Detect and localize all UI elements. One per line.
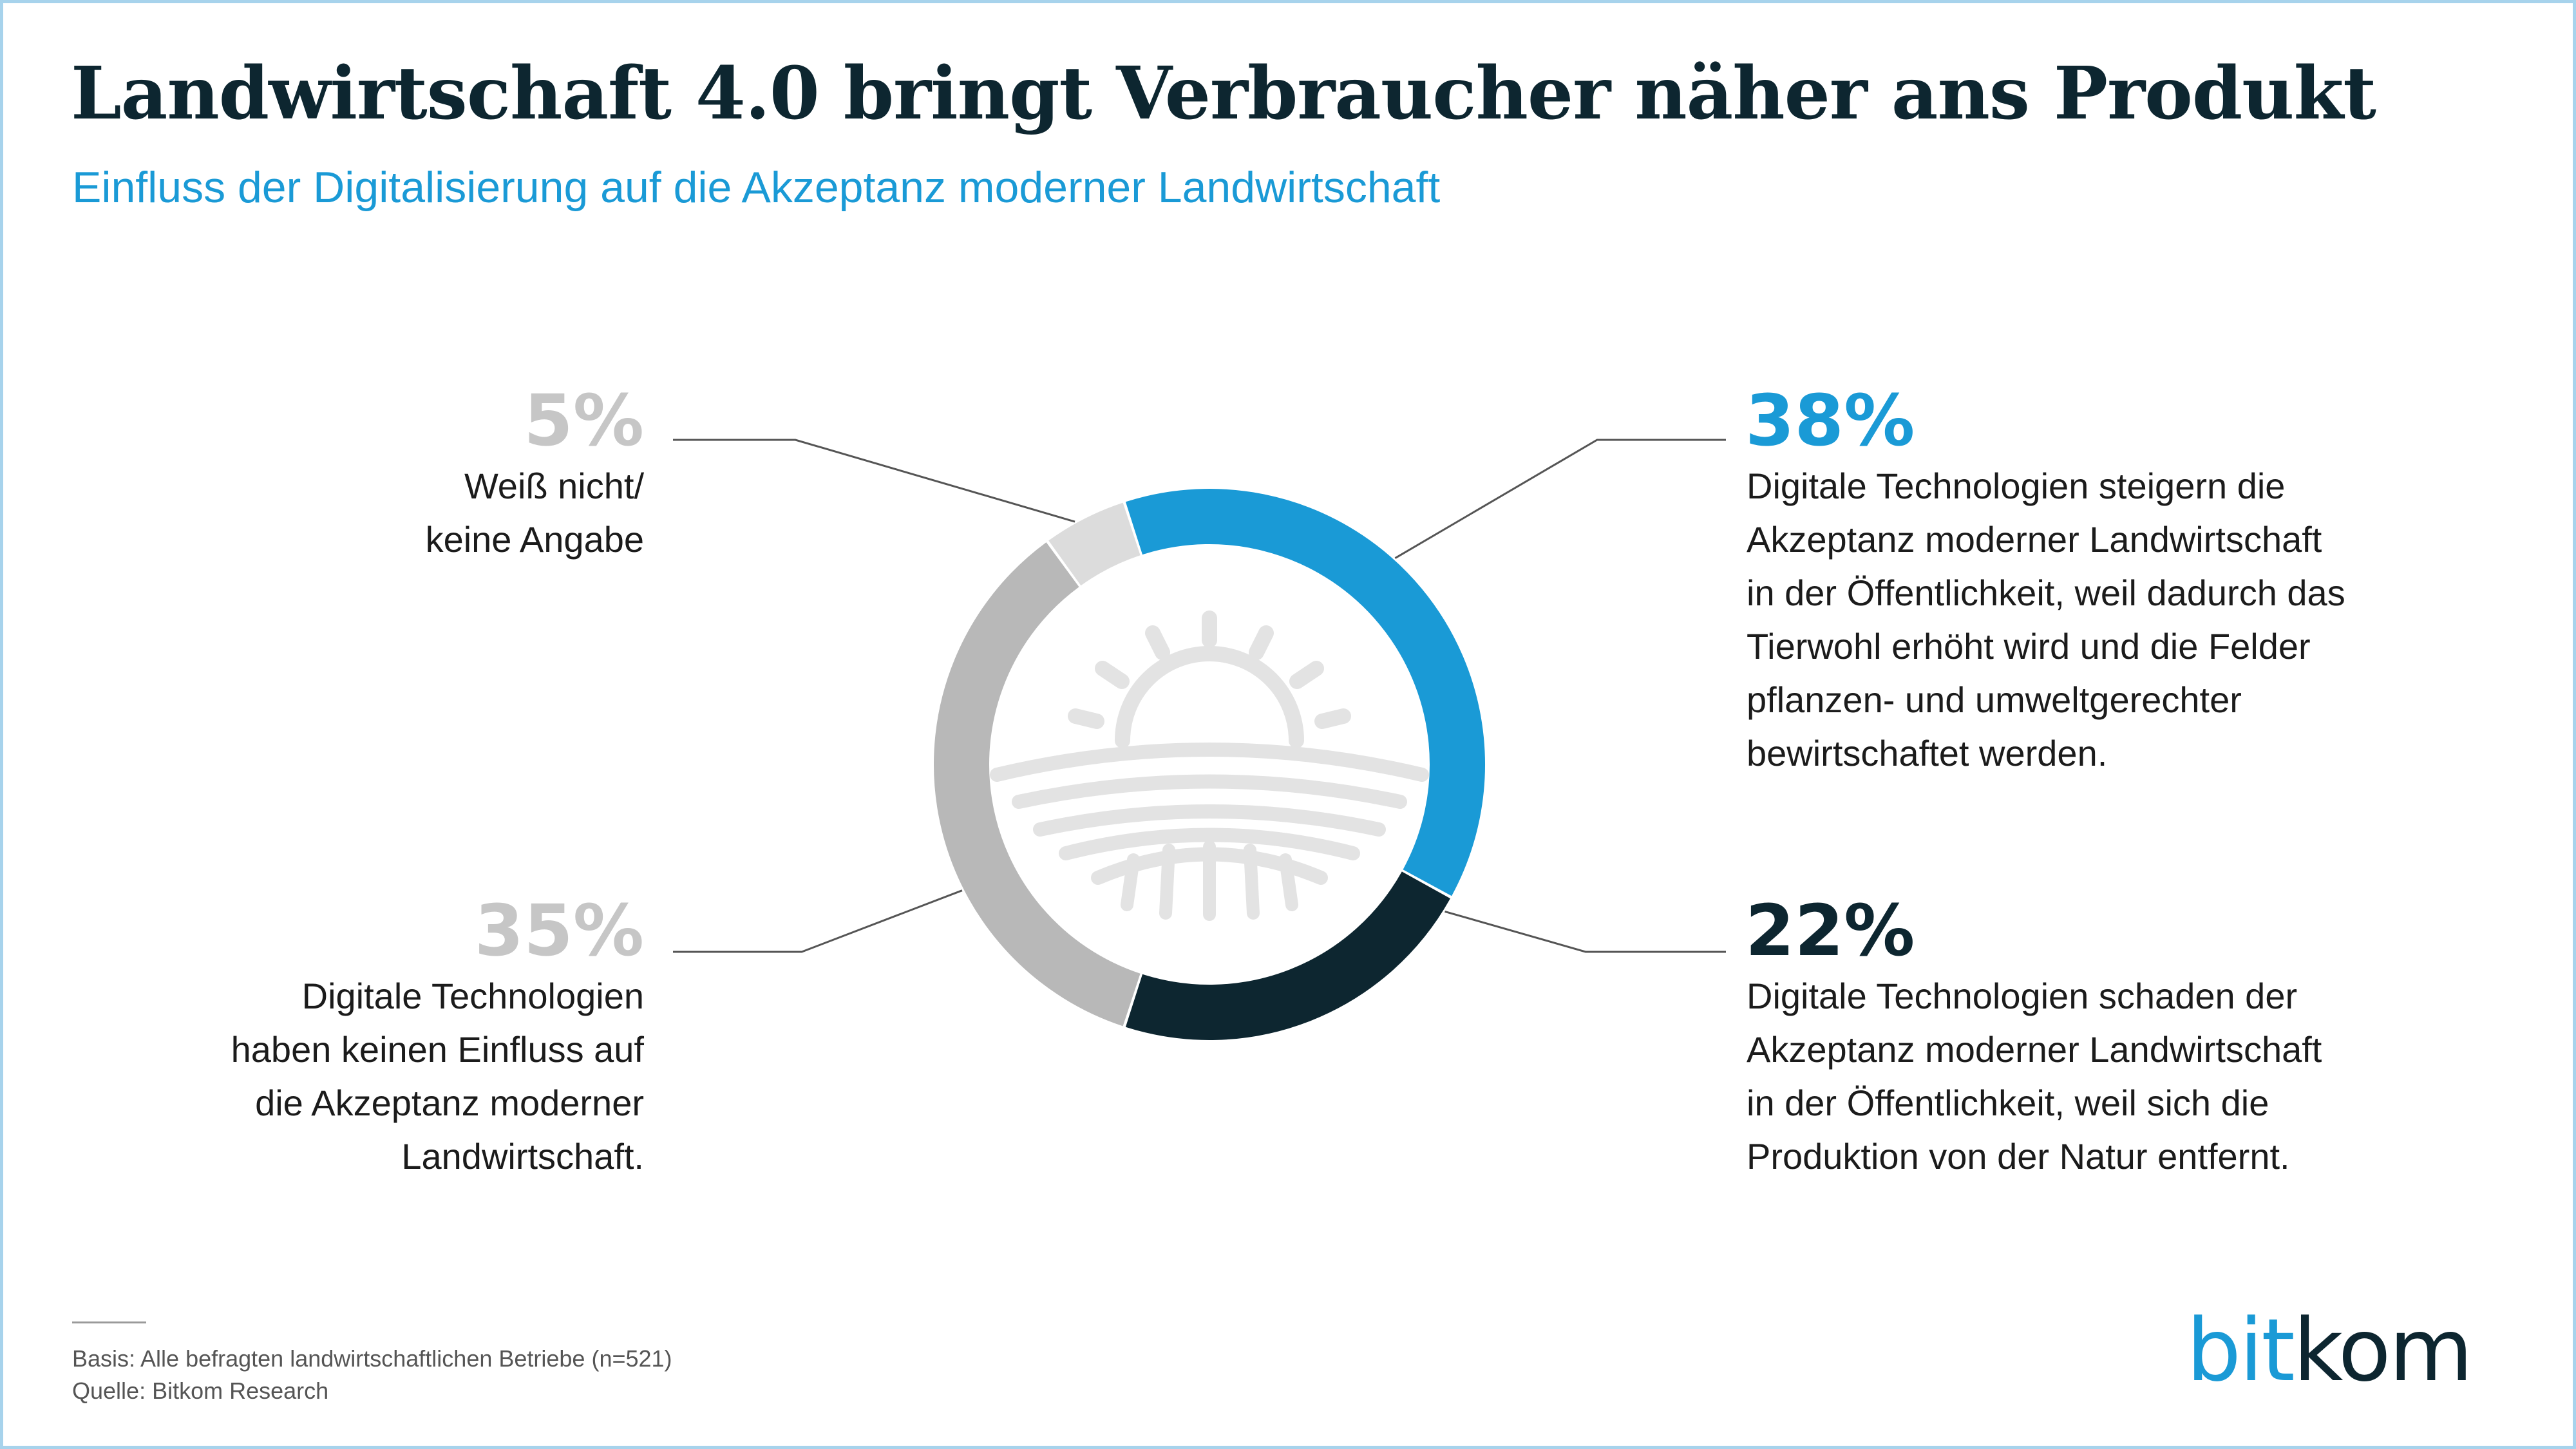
description-line: in der Öffentlichkeit, weil sich die <box>1747 1083 2269 1123</box>
slice-label-steigern: 38% <box>1745 379 1915 462</box>
slice-label-weiss-nicht: 5% <box>524 379 644 462</box>
description-line: bewirtschaftet werden. <box>1747 733 2108 773</box>
connector-line <box>673 439 1075 523</box>
chart-title: Landwirtschaft 4.0 bringt Verbraucher nä… <box>71 52 2376 136</box>
description-line: Akzeptanz moderner Landwirtschaft <box>1747 519 2322 560</box>
description-line: Landwirtschaft. <box>401 1136 644 1177</box>
footer-rule <box>72 1321 146 1323</box>
description-line: Digitale Technologien steigern die <box>1747 466 2286 506</box>
slice-label-kein-einfluss: 35% <box>474 889 644 972</box>
slice-description-weiss-nicht: Weiß nicht/ keine Angabe <box>426 459 644 566</box>
description-line: haben keinen Einfluss auf <box>231 1029 644 1070</box>
slice-arc-weiss-nicht <box>1048 502 1141 586</box>
slice-description-schaden: Digitale Technologien schaden der Akzept… <box>1747 969 2322 1183</box>
connector-lines <box>673 439 1726 953</box>
farm-field-sunrise-icon <box>990 611 1429 921</box>
connector-line <box>673 889 963 953</box>
donut-slices <box>934 489 1485 1040</box>
slice-description-kein-einfluss: Digitale Technologien haben keinen Einfl… <box>231 969 644 1183</box>
description-line: Tierwohl erhöht wird und die Felder <box>1747 626 2311 667</box>
description-line: Digitale Technologien schaden der <box>1747 976 2298 1016</box>
description-line: pflanzen- und umweltgerechter <box>1747 679 2242 720</box>
slice-description-steigern: Digitale Technologien steigern die Akzep… <box>1747 459 2345 780</box>
logo-part-kom: kom <box>2293 1300 2473 1401</box>
description-line: Akzeptanz moderner Landwirtschaft <box>1747 1029 2322 1070</box>
description-line: Weiß nicht/ <box>464 466 644 506</box>
description-line: die Akzeptanz moderner <box>255 1083 644 1123</box>
footer-notes: Basis: Alle befragten landwirtschaftlich… <box>72 1343 672 1407</box>
description-line: in der Öffentlichkeit, weil dadurch das <box>1747 573 2345 613</box>
slice-arc-schaden <box>1125 871 1450 1040</box>
slice-label-schaden: 22% <box>1745 889 1915 972</box>
slice-arc-kein-einfluss <box>934 542 1141 1027</box>
slice-arc-steigern <box>1125 489 1485 896</box>
bitkom-logo: bitkom <box>2186 1307 2473 1394</box>
description-line: Digitale Technologien <box>301 976 644 1016</box>
description-line: Produktion von der Natur entfernt. <box>1747 1136 2290 1177</box>
footer-basis: Basis: Alle befragten landwirtschaftlich… <box>72 1345 672 1372</box>
footer-source: Quelle: Bitkom Research <box>72 1378 329 1404</box>
connector-line <box>1444 910 1726 953</box>
chart-subtitle: Einfluss der Digitalisierung auf die Akz… <box>72 163 1441 212</box>
logo-part-bit: bit <box>2186 1300 2295 1401</box>
connector-line <box>1394 439 1726 559</box>
description-line: keine Angabe <box>425 519 644 560</box>
